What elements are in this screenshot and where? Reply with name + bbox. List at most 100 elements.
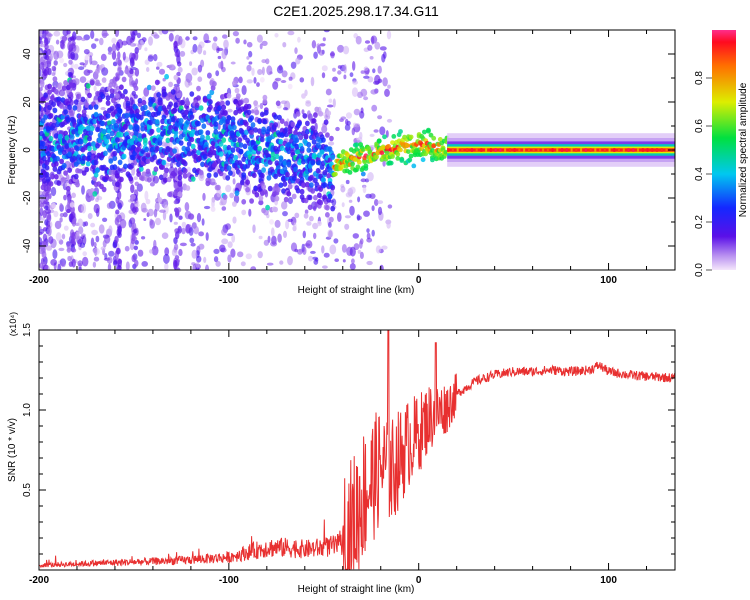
- heatmap-noise-cell: [256, 34, 263, 43]
- heatmap-noise-cell: [322, 37, 326, 42]
- heatmap-band-cell: [382, 134, 387, 140]
- heatmap-band-cell: [437, 137, 443, 142]
- heatmap-band-cell: [390, 154, 395, 159]
- heatmap-band-cell: [101, 128, 107, 135]
- heatmap-streak-cell: [117, 214, 122, 219]
- heatmap-tone-cell: [480, 148, 483, 152]
- heatmap-noise-cell: [155, 217, 161, 226]
- heatmap-noise-cell: [150, 32, 158, 37]
- heatmap-band-cell: [277, 114, 282, 121]
- heatmap-band-cell: [93, 104, 99, 110]
- heatmap-noise-cell: [386, 221, 391, 229]
- heatmap-band-cell: [205, 134, 211, 141]
- heatmap-noise-cell: [203, 50, 207, 56]
- heatmap-band-cell: [274, 153, 280, 160]
- heatmap-tone-cell: [527, 148, 530, 152]
- heatmap-noise-cell: [100, 53, 107, 62]
- heatmap-noise-cell: [62, 212, 68, 218]
- heatmap-noise-cell: [301, 109, 305, 115]
- heatmap-band-cell: [314, 106, 320, 113]
- heatmap-noise-cell: [285, 219, 290, 230]
- heatmap-band-cell: [333, 171, 338, 177]
- heatmap-band-cell: [156, 92, 162, 98]
- heatmap-band-cell: [128, 175, 134, 182]
- heatmap-noise-cell: [39, 30, 43, 38]
- heatmap-noise-cell: [191, 67, 198, 76]
- heatmap-band-cell: [158, 174, 164, 181]
- heatmap-band-cell: [299, 146, 305, 152]
- heatmap-band-cell: [301, 182, 306, 188]
- heatmap-band-cell: [197, 76, 203, 82]
- heatmap-band-cell: [52, 107, 58, 114]
- heatmap-band-cell: [303, 133, 309, 140]
- heatmap-band-cell: [212, 81, 217, 87]
- heatmap-band-cell: [319, 149, 325, 155]
- heatmap-noise-cell: [328, 221, 332, 228]
- heatmap-band-cell: [210, 206, 216, 212]
- heatmap-noise-cell: [99, 37, 104, 46]
- heatmap-band-cell: [117, 116, 123, 122]
- heatmap-band-cell: [293, 166, 298, 173]
- heatmap-band-cell: [68, 82, 74, 88]
- heatmap-noise-cell: [295, 57, 301, 65]
- heatmap-noise-cell: [366, 260, 373, 266]
- heatmap-noise-cell: [319, 43, 326, 47]
- heatmap-band-cell: [398, 147, 403, 153]
- heatmap-streak-cell: [117, 66, 122, 71]
- heatmap-band-cell: [281, 188, 286, 194]
- heatmap-noise-cell: [337, 65, 342, 69]
- heatmap-tone-cell: [575, 148, 578, 152]
- heatmap-noise-cell: [91, 43, 97, 49]
- heatmap-noise-cell: [108, 250, 115, 257]
- heatmap-band-cell: [150, 96, 156, 103]
- heatmap-band-cell: [384, 150, 390, 156]
- heatmap-streak-cell: [111, 43, 117, 54]
- heatmap-band-cell: [115, 173, 120, 179]
- heatmap-band-cell: [253, 127, 258, 133]
- snr-ylabel: SNR (10 * v/v): [7, 418, 18, 482]
- heatmap-band-cell: [327, 193, 333, 200]
- heatmap-band-cell: [317, 192, 322, 199]
- heatmap-noise-cell: [261, 40, 268, 47]
- heatmap-noise-cell: [56, 83, 62, 90]
- heatmap-band-cell: [63, 170, 68, 176]
- heatmap-noise-cell: [261, 59, 267, 64]
- heatmap-noise-cell: [53, 210, 59, 218]
- heatmap-band-cell: [311, 139, 317, 145]
- heatmap-noise-cell: [48, 236, 54, 244]
- heatmap-band-cell: [73, 99, 79, 105]
- heatmap-noise-cell: [227, 233, 234, 237]
- heatmap-noise-cell: [93, 256, 100, 262]
- heatmap-band-cell: [162, 177, 168, 183]
- heatmap-band-cell: [330, 184, 336, 191]
- heatmap-streak-cell: [173, 243, 179, 251]
- heatmap-band-cell: [238, 142, 244, 148]
- heatmap-band-cell: [170, 89, 176, 95]
- heatmap-noise-cell: [210, 182, 217, 186]
- heatmap-band-cell: [101, 77, 107, 83]
- heatmap-noise-cell: [107, 263, 112, 270]
- heatmap-noise-cell: [227, 108, 233, 113]
- heatmap-noise-cell: [232, 178, 236, 185]
- heatmap-streak-cell: [134, 68, 140, 77]
- heatmap-noise-cell: [245, 253, 252, 260]
- heatmap-band-cell: [302, 113, 308, 119]
- heatmap-noise-cell: [185, 72, 193, 83]
- heatmap-band-cell: [249, 129, 255, 136]
- heatmap-streak-cell: [71, 40, 76, 46]
- heatmap-noise-cell: [39, 237, 43, 246]
- heatmap-band-cell: [307, 167, 313, 173]
- heatmap-noise-cell: [246, 56, 250, 60]
- heatmap-streak-cell: [177, 225, 182, 234]
- heatmap-noise-cell: [371, 205, 375, 212]
- heatmap-band-cell: [182, 114, 188, 120]
- heatmap-tone-cell: [618, 148, 620, 152]
- heatmap-band-cell: [109, 105, 115, 112]
- heatmap-band-cell: [67, 104, 72, 110]
- heatmap-band-cell: [404, 143, 410, 148]
- heatmap-band-cell: [228, 170, 233, 176]
- heatmap-band-cell: [290, 121, 296, 128]
- heatmap-noise-cell: [196, 212, 202, 223]
- heatmap-band-cell: [133, 130, 139, 136]
